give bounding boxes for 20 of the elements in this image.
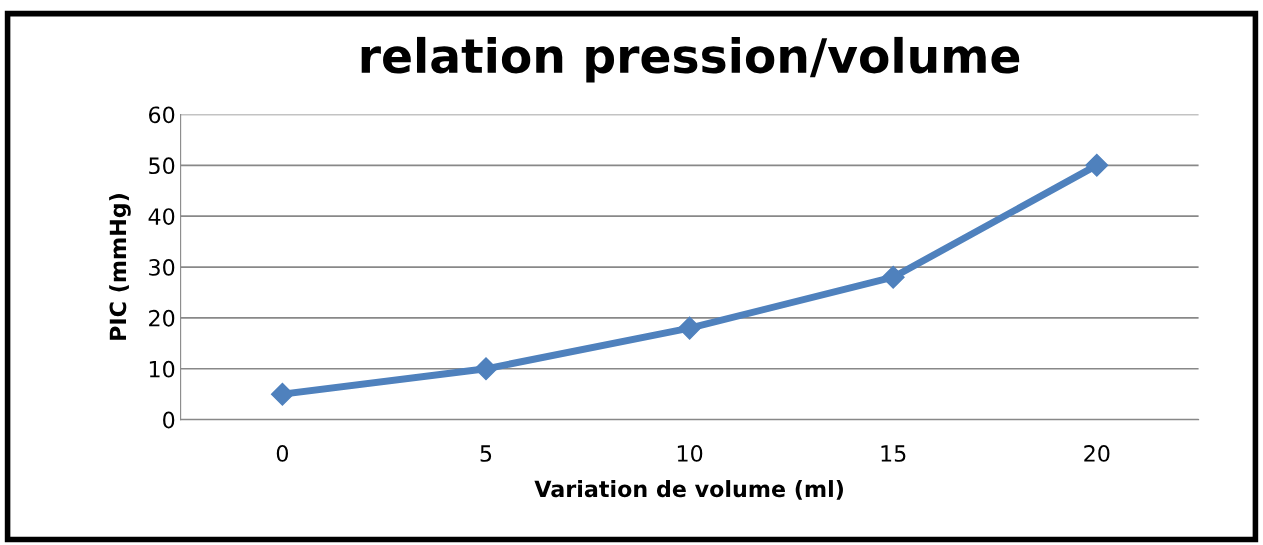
x-axis-title: Variation de volume (ml) — [534, 480, 843, 500]
point — [678, 316, 702, 340]
y-tick-label: 30 — [149, 259, 175, 276]
y-tick-label: 0 — [163, 411, 175, 429]
point — [1085, 153, 1109, 177]
x-tick-label: 5 — [480, 445, 492, 462]
y-tick-label: 40 — [148, 208, 175, 225]
chart-title: relation pression/volume — [361, 36, 1020, 83]
x-tick-label: 15 — [881, 445, 906, 462]
y-tick-label: 60 — [149, 106, 175, 124]
point — [881, 265, 905, 289]
x-tick-label: 0 — [276, 445, 288, 462]
x-tick-label: 20 — [1084, 445, 1110, 462]
y-tick-label: 50 — [149, 157, 175, 175]
y-axis-title: PIC (mmHg) — [109, 194, 131, 340]
y-tick-label: 20 — [149, 309, 175, 327]
point — [474, 357, 498, 381]
y-tick-label: 10 — [149, 360, 175, 378]
point — [270, 382, 294, 406]
x-tick-label: 10 — [677, 445, 703, 462]
